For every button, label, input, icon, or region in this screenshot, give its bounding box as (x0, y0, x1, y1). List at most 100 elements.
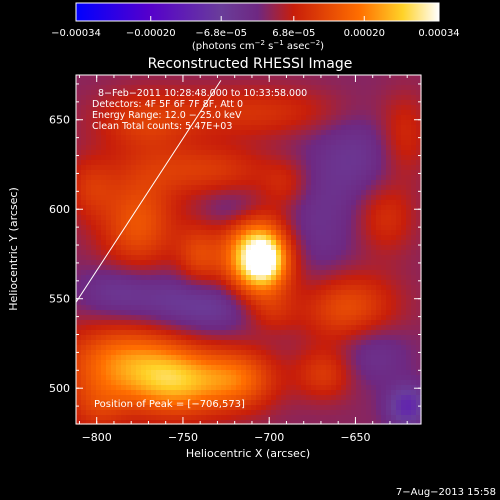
heatmap-cell (141, 170, 147, 176)
heatmap-cell (236, 280, 242, 286)
heatmap-cell (196, 325, 202, 331)
colorbar-strip (75, 2, 440, 22)
heatmap-cell (411, 420, 417, 425)
heatmap-cell (351, 305, 357, 311)
heatmap-cell (156, 285, 162, 291)
heatmap-cell (416, 150, 422, 156)
heatmap-cell (356, 175, 362, 181)
heatmap-cell (121, 265, 127, 271)
heatmap-cell (361, 150, 367, 156)
heatmap-cell (371, 235, 377, 241)
heatmap-cell (296, 250, 302, 256)
heatmap-cell (351, 310, 357, 316)
heatmap-cell (131, 265, 137, 271)
heatmap-cell (331, 340, 337, 346)
heatmap-cell (286, 410, 292, 416)
heatmap-cell (391, 200, 397, 206)
heatmap-cell (381, 385, 387, 391)
heatmap-cell (166, 105, 172, 111)
heatmap-cell (341, 325, 347, 331)
heatmap-cell (126, 160, 132, 166)
heatmap-cell (391, 395, 397, 401)
heatmap-cell (246, 170, 252, 176)
heatmap-cell (296, 135, 302, 141)
heatmap-cell (296, 270, 302, 276)
heatmap-cell (256, 235, 262, 241)
heatmap-cell (156, 95, 162, 101)
heatmap-cell (386, 95, 392, 101)
heatmap-cell (166, 310, 172, 316)
heatmap-cell (361, 405, 367, 411)
heatmap-cell (321, 155, 327, 161)
heatmap-cell (236, 200, 242, 206)
heatmap-cell (276, 275, 282, 281)
heatmap-cell (331, 215, 337, 221)
heatmap-cell (196, 235, 202, 241)
heatmap-cell (226, 285, 232, 291)
heatmap-cell (301, 255, 307, 261)
heatmap-cell (401, 360, 407, 366)
heatmap-cell (166, 125, 172, 131)
heatmap-cell (326, 350, 332, 356)
heatmap-cell (361, 105, 367, 111)
heatmap-cell (161, 180, 167, 186)
heatmap-cell (141, 200, 147, 206)
heatmap-cell (141, 235, 147, 241)
heatmap-cell (271, 240, 277, 246)
heatmap-cell (106, 140, 112, 146)
heatmap-cell (201, 225, 207, 231)
heatmap-cell (231, 380, 237, 386)
heatmap-cell (236, 145, 242, 151)
heatmap-cell (266, 195, 272, 201)
heatmap-cell (346, 270, 352, 276)
heatmap-cell (361, 375, 367, 381)
heatmap-cell (401, 125, 407, 131)
heatmap-cell (111, 205, 117, 211)
heatmap-cell (336, 315, 342, 321)
heatmap-cell (216, 410, 222, 416)
heatmap-cell (381, 170, 387, 176)
heatmap-cell (191, 200, 197, 206)
heatmap-cell (266, 95, 272, 101)
heatmap-cell (221, 90, 227, 96)
heatmap-cell (211, 365, 217, 371)
heatmap-cell (226, 370, 232, 376)
heatmap-cell (131, 275, 137, 281)
heatmap-cell (281, 390, 287, 396)
heatmap-cell (231, 185, 237, 191)
heatmap-cell (276, 185, 282, 191)
heatmap-cell (216, 365, 222, 371)
heatmap-cell (201, 330, 207, 336)
heatmap-cell (336, 325, 342, 331)
heatmap-cell (96, 175, 102, 181)
heatmap-cell (211, 250, 217, 256)
heatmap-cell (331, 300, 337, 306)
heatmap-cell (301, 180, 307, 186)
heatmap-cell (146, 130, 152, 136)
heatmap-cell (381, 105, 387, 111)
heatmap-cell (351, 390, 357, 396)
heatmap-cell (126, 190, 132, 196)
heatmap-cell (296, 330, 302, 336)
heatmap-cell (166, 370, 172, 376)
heatmap-cell (171, 235, 177, 241)
heatmap-cell (121, 135, 127, 141)
heatmap-cell (176, 385, 182, 391)
heatmap-cell (336, 245, 342, 251)
heatmap-cell (236, 345, 242, 351)
heatmap-cell (391, 230, 397, 236)
heatmap-cell (371, 355, 377, 361)
heatmap-cell (141, 120, 147, 126)
heatmap-cell (86, 420, 92, 425)
heatmap-cell (236, 190, 242, 196)
heatmap-cell (261, 300, 267, 306)
heatmap-cell (261, 230, 267, 236)
heatmap-cell (306, 75, 312, 81)
heatmap-cell (271, 90, 277, 96)
heatmap-cell (96, 350, 102, 356)
heatmap-cell (351, 285, 357, 291)
heatmap-cell (291, 375, 297, 381)
heatmap-cell (211, 320, 217, 326)
heatmap-cell (351, 375, 357, 381)
heatmap-cell (206, 165, 212, 171)
